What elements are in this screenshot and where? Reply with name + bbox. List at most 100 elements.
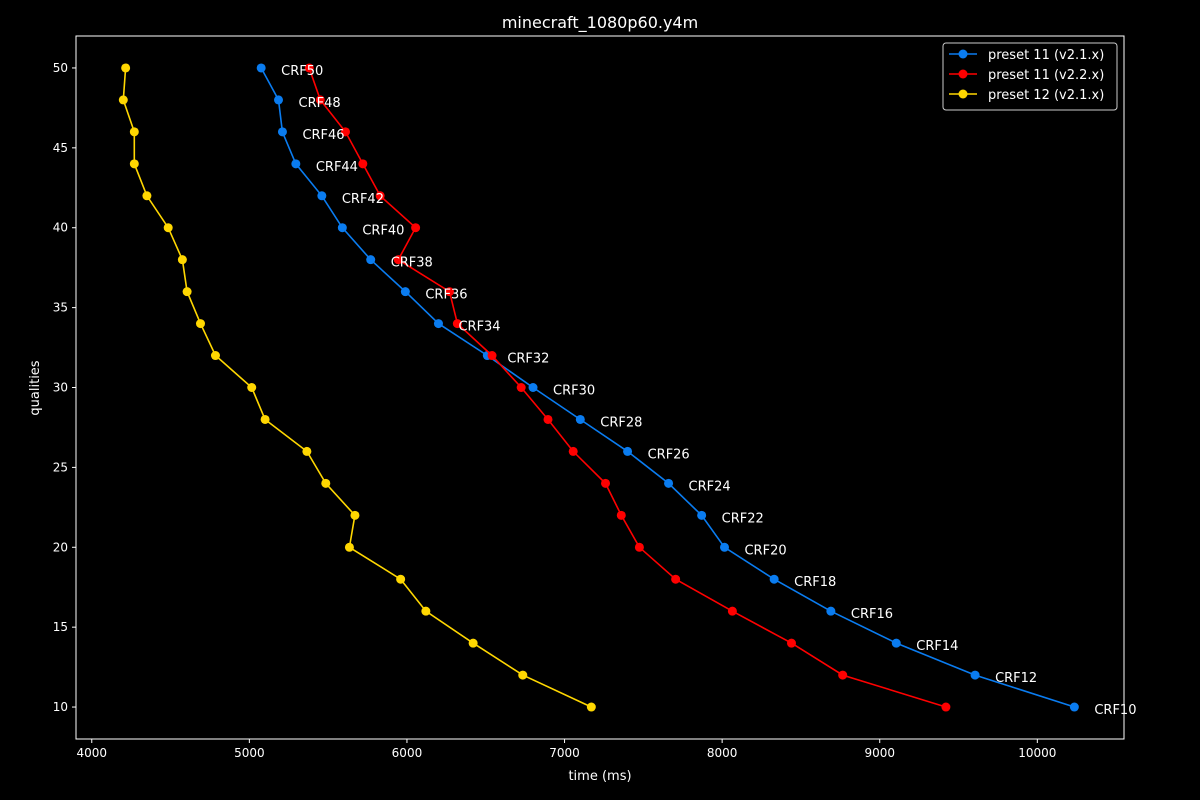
x-axis: 4000 5000 6000 7000 8000 9000 10000 (76, 739, 1056, 760)
point-label: CRF50 (281, 64, 323, 79)
data-point (129, 159, 139, 169)
data-point (277, 127, 287, 137)
data-point (543, 414, 553, 424)
point-label: CRF30 (553, 384, 595, 399)
chart-title: minecraft_1080p60.y4m (502, 13, 698, 33)
data-point (697, 510, 707, 520)
legend-label: preset 12 (v2.1.x) (988, 88, 1104, 103)
y-tick-label: 45 (53, 141, 68, 155)
data-point (468, 638, 478, 648)
data-point (304, 63, 314, 73)
x-tick-label: 7000 (549, 746, 580, 760)
legend-entry: preset 12 (v2.1.x) (949, 88, 1104, 103)
data-point (411, 223, 421, 233)
point-label-layer: CRF50 CRF48 CRF46 CRF44 CRF42 CRF40 CRF38 CRF36… (281, 64, 1136, 718)
data-point (340, 127, 350, 137)
data-point (634, 542, 644, 552)
point-label: CRF42 (342, 192, 384, 207)
series-1 (256, 63, 1079, 712)
data-point (274, 95, 284, 105)
y-tick-label: 15 (53, 620, 68, 634)
data-point (344, 542, 354, 552)
data-point (375, 191, 385, 201)
data-point (719, 542, 729, 552)
data-point (1069, 702, 1079, 712)
data-point (616, 510, 626, 520)
data-point (516, 383, 526, 392)
point-label: CRF36 (425, 288, 467, 303)
data-point (601, 478, 611, 488)
point-label: CRF14 (916, 639, 958, 654)
data-point (838, 670, 848, 680)
point-label: CRF12 (995, 671, 1037, 686)
data-point (941, 702, 951, 712)
point-label: CRF38 (391, 256, 433, 271)
data-point (195, 319, 205, 329)
x-tick-label: 9000 (864, 746, 895, 760)
series-2 (304, 63, 951, 712)
legend-label: preset 11 (v2.1.x) (988, 48, 1104, 63)
data-point (256, 63, 266, 73)
y-tick-label: 50 (53, 61, 68, 75)
data-point (727, 606, 737, 616)
y-tick-label: 25 (53, 460, 68, 474)
legend: preset 11 (v2.1.x) preset 11 (v2.2.x) pres… (942, 42, 1118, 111)
point-label: CRF46 (302, 128, 344, 143)
x-tick-label: 4000 (76, 746, 107, 760)
legend-marker (958, 89, 968, 99)
data-point (786, 638, 796, 648)
data-point (518, 670, 528, 680)
data-point (121, 63, 131, 73)
data-point (826, 606, 836, 616)
y-tick-label: 30 (53, 381, 68, 395)
y-tick-label: 10 (53, 700, 68, 714)
x-tick-label: 10000 (1018, 746, 1056, 760)
point-label: CRF10 (1094, 703, 1136, 718)
point-label: CRF28 (600, 415, 642, 430)
data-point (487, 351, 497, 361)
data-point (302, 446, 312, 456)
data-point (444, 287, 454, 297)
data-point (350, 510, 360, 520)
legend-marker (958, 69, 968, 79)
x-tick-label: 6000 (392, 746, 423, 760)
data-point (664, 478, 674, 488)
data-point (568, 446, 578, 456)
data-point (671, 574, 681, 584)
data-point (315, 95, 325, 105)
data-point (260, 414, 270, 424)
data-point (575, 414, 585, 424)
legend-label: preset 11 (v2.2.x) (988, 68, 1104, 83)
data-point (163, 223, 173, 233)
y-axis: 10 15 20 25 30 35 40 45 50 (53, 61, 76, 714)
y-axis-label: qualities (28, 360, 43, 415)
data-point (142, 191, 152, 201)
point-label: CRF44 (316, 160, 358, 175)
x-tick-label: 5000 (234, 746, 265, 760)
series-layer (118, 63, 1079, 712)
data-point (452, 319, 462, 329)
y-tick-label: 20 (53, 540, 68, 554)
data-point (317, 191, 327, 201)
y-tick-label: 35 (53, 301, 68, 315)
data-point (528, 383, 538, 392)
data-point (366, 255, 376, 265)
data-point (891, 638, 901, 648)
data-point (177, 255, 187, 265)
legend-marker (958, 49, 968, 59)
point-label: CRF48 (299, 96, 341, 111)
data-point (291, 159, 301, 169)
legend-box (942, 42, 1118, 111)
point-label: CRF18 (794, 575, 836, 590)
data-point (396, 574, 406, 584)
point-label: CRF16 (851, 607, 893, 622)
data-point (210, 351, 220, 361)
data-point (970, 670, 980, 680)
data-point (586, 702, 596, 712)
data-point (118, 95, 128, 105)
data-point (337, 223, 347, 233)
point-label: CRF34 (458, 320, 500, 335)
x-tick-label: 8000 (707, 746, 738, 760)
